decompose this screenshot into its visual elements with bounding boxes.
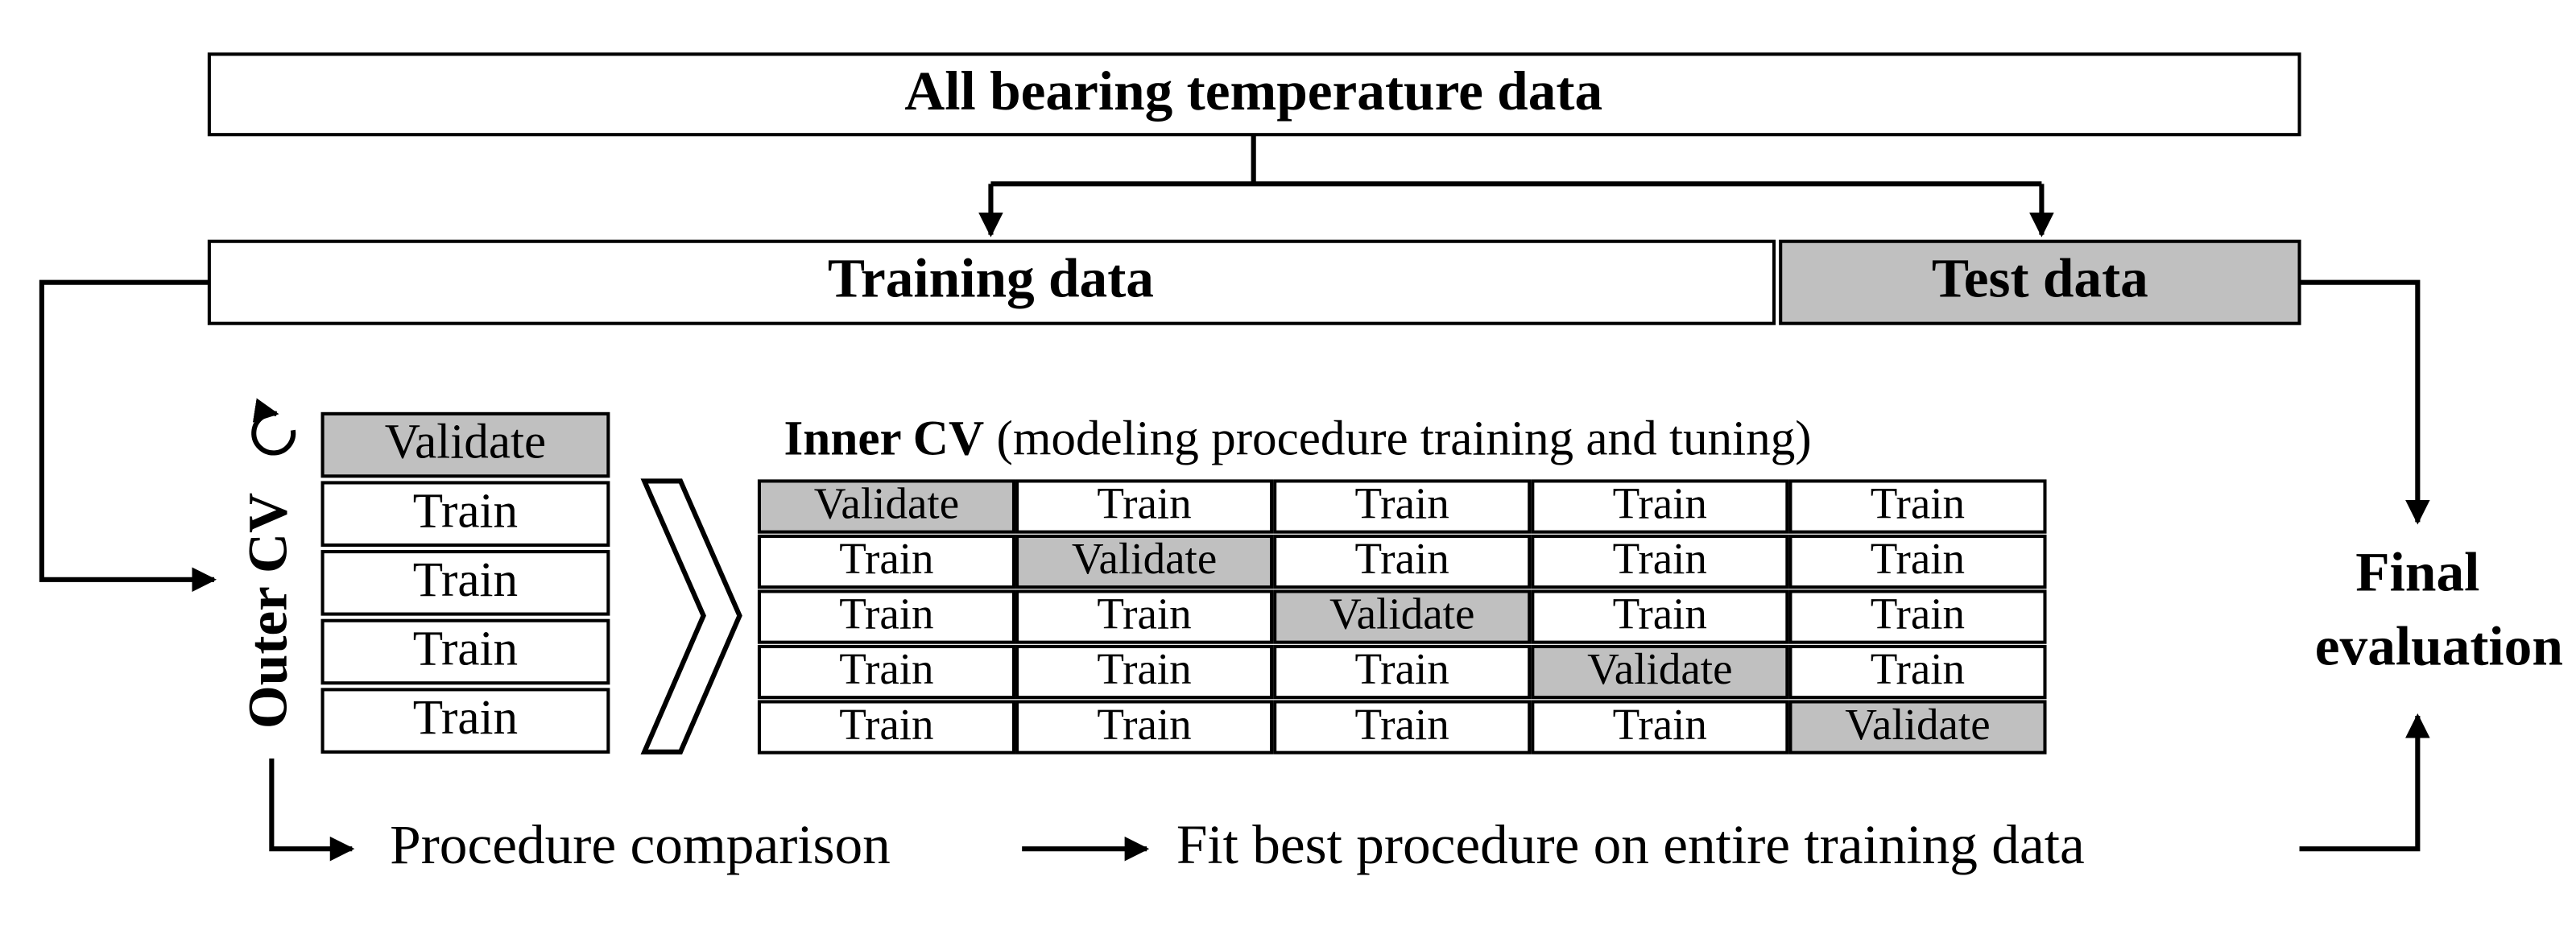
final-label: evaluation bbox=[2315, 614, 2563, 676]
top-box bbox=[207, 52, 2301, 137]
inner-cell bbox=[757, 700, 1016, 754]
inner-cell bbox=[757, 644, 1016, 700]
inner-cell bbox=[757, 589, 1016, 644]
inner-cell-label: Train bbox=[1097, 644, 1191, 693]
inner-cell-label: Train bbox=[1355, 479, 1449, 528]
split-connector bbox=[990, 134, 2042, 187]
inner-cell-label: Train bbox=[1355, 534, 1449, 583]
inner-cell-label: Train bbox=[1871, 644, 1965, 693]
arrow bbox=[2299, 279, 2430, 525]
inner-cell bbox=[1788, 700, 2047, 754]
outer-fold-label: Validate bbox=[385, 415, 546, 469]
inner-cell bbox=[1273, 700, 1532, 754]
inner-cv-title: Inner CV (modeling procedure training an… bbox=[784, 411, 1812, 466]
inner-cell-label: Train bbox=[1871, 479, 1965, 528]
inner-cell-label: Train bbox=[1355, 644, 1449, 693]
inner-cell bbox=[1531, 700, 1789, 754]
inner-cell-label: Validate bbox=[1587, 644, 1732, 693]
top-box-label: All bearing temperature data bbox=[904, 60, 1602, 122]
inner-cell bbox=[1531, 644, 1789, 700]
inner-cell-label: Train bbox=[1871, 589, 1965, 639]
inner-cell-label: Train bbox=[1355, 700, 1449, 749]
training-box bbox=[207, 239, 1776, 325]
training-box-label: Training data bbox=[828, 247, 1154, 309]
inner-cell bbox=[1015, 534, 1274, 589]
inner-cell bbox=[1788, 534, 2047, 589]
inner-cell bbox=[1273, 589, 1532, 644]
inner-cell-label: Train bbox=[839, 644, 933, 693]
inner-cell bbox=[1015, 589, 1274, 644]
inner-cell bbox=[757, 534, 1016, 589]
outer-fold-label: Train bbox=[413, 622, 518, 676]
inner-cell-label: Validate bbox=[814, 479, 959, 528]
outer-cv-label: Outer CV bbox=[236, 493, 298, 729]
outer-fold bbox=[320, 618, 610, 685]
final-label: Final bbox=[2355, 541, 2479, 603]
inner-cv-title-bold: Inner CV bbox=[784, 411, 985, 466]
cycle-icon bbox=[251, 398, 296, 456]
inner-cell-label: Train bbox=[1613, 700, 1707, 749]
inner-cell-label: Train bbox=[839, 534, 933, 583]
inner-cell bbox=[1273, 534, 1532, 589]
inner-cv-title-rest: (modeling procedure training and tuning) bbox=[996, 411, 1811, 466]
outer-fold bbox=[320, 550, 610, 616]
inner-cell-label: Train bbox=[1613, 589, 1707, 639]
step1-label: Procedure comparison bbox=[390, 813, 891, 875]
test-box-label: Test data bbox=[1932, 247, 2148, 309]
arrow bbox=[2299, 713, 2430, 852]
inner-cell bbox=[1273, 644, 1532, 700]
step2-label: Fit best procedure on entire training da… bbox=[1176, 813, 2085, 875]
outer-fold bbox=[320, 411, 610, 478]
outer-fold bbox=[320, 481, 610, 547]
inner-cell-label: Train bbox=[1613, 479, 1707, 528]
inner-cell bbox=[1015, 700, 1274, 754]
outer-fold-label: Train bbox=[413, 552, 518, 607]
inner-cell-label: Train bbox=[1871, 534, 1965, 583]
inner-cell bbox=[1531, 589, 1789, 644]
outer-folds: Validate Train Train Train Train bbox=[320, 411, 610, 754]
inner-cell-label: Train bbox=[839, 700, 933, 749]
inner-cell bbox=[1531, 534, 1789, 589]
test-box bbox=[1779, 239, 2301, 325]
inner-cell bbox=[1788, 479, 2047, 534]
arrow bbox=[269, 759, 355, 862]
outer-fold bbox=[320, 688, 610, 754]
inner-cell bbox=[757, 479, 1016, 534]
inner-cell-label: Train bbox=[1097, 589, 1191, 639]
inner-grid: Validate Train Train Train Train Train Validat… bbox=[757, 479, 2047, 754]
inner-cell bbox=[1273, 479, 1532, 534]
inner-cell-label: Train bbox=[1097, 700, 1191, 749]
inner-cell-label: Train bbox=[839, 589, 933, 639]
inner-cell bbox=[1788, 589, 2047, 644]
inner-cell-label: Validate bbox=[1072, 534, 1217, 583]
inner-cell bbox=[1788, 644, 2047, 700]
inner-cell bbox=[1015, 479, 1274, 534]
arrow bbox=[39, 279, 217, 593]
inner-cell-label: Train bbox=[1097, 479, 1191, 528]
outer-fold-label: Train bbox=[413, 483, 518, 538]
inner-cell bbox=[1531, 479, 1789, 534]
inner-cell-label: Validate bbox=[1845, 700, 1990, 749]
outer-fold-label: Train bbox=[413, 690, 518, 745]
inner-cell-label: Train bbox=[1613, 534, 1707, 583]
inner-cell-label: Validate bbox=[1329, 589, 1474, 639]
inner-cell bbox=[1015, 644, 1274, 700]
chevron bbox=[640, 478, 742, 754]
